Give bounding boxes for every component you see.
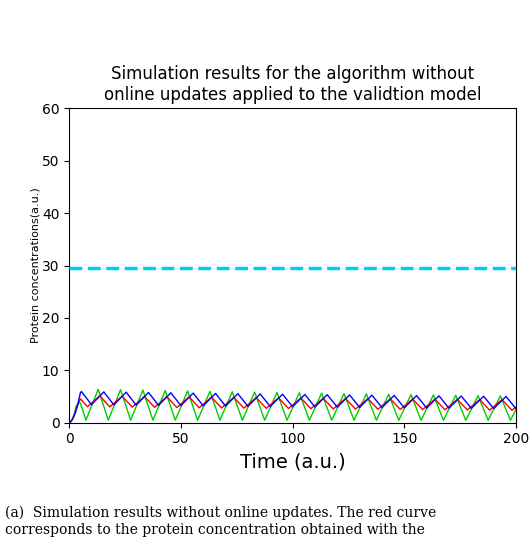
X-axis label: Time (a.u.): Time (a.u.)	[240, 452, 345, 471]
Y-axis label: Protein concentrations(a.u.): Protein concentrations(a.u.)	[30, 188, 40, 344]
Title: Simulation results for the algorithm without
online updates applied to the valid: Simulation results for the algorithm wit…	[104, 65, 481, 104]
Text: (a)  Simulation results without online updates. The red curve
corresponds to the: (a) Simulation results without online up…	[5, 506, 437, 537]
